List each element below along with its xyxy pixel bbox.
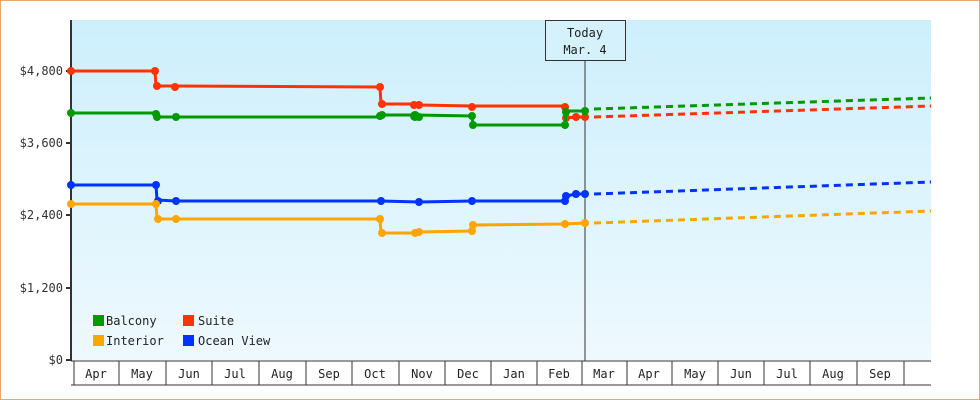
legend-swatch-icon	[183, 315, 194, 326]
x-tick-label: Jul	[224, 367, 246, 381]
legend-item-balcony: Balcony	[93, 314, 157, 328]
x-tick-label: Mar	[593, 367, 615, 381]
legend-item-ocean-view: Ocean View	[183, 334, 271, 348]
legend-label: Ocean View	[198, 334, 271, 348]
x-tick-label: Dec	[457, 367, 479, 381]
series-balcony	[67, 96, 932, 129]
x-tick-label: Aug	[822, 367, 844, 381]
x-tick-label: May	[684, 367, 706, 381]
legend-item-interior: Interior	[93, 334, 164, 348]
x-tick-label: Jul	[776, 367, 798, 381]
legend-swatch-icon	[93, 335, 104, 346]
plot-area	[71, 20, 931, 360]
today-marker: Today Mar. 4	[545, 20, 626, 361]
series-ocean-view	[67, 180, 932, 206]
legend-swatch-icon	[93, 315, 104, 326]
x-tick-label: Feb	[548, 367, 570, 381]
legend-label: Balcony	[106, 314, 157, 328]
legend: Balcony Suite Interior Ocean View	[93, 314, 271, 348]
y-tick-label: $4,800	[20, 64, 63, 78]
today-label: Today	[567, 26, 603, 40]
x-tick-label: Aug	[271, 367, 293, 381]
y-tick-label: $1,200	[20, 281, 63, 295]
x-axis: Apr May Jun Jul Aug Sep Oct Nov Dec Jan …	[71, 360, 931, 386]
x-tick-label: Jun	[178, 367, 200, 381]
x-tick-label: Sep	[318, 367, 340, 381]
today-date: Mar. 4	[563, 43, 606, 57]
series-interior	[67, 200, 932, 237]
x-tick-label: Sep	[869, 367, 891, 381]
legend-label: Interior	[106, 334, 164, 348]
legend-label: Suite	[198, 314, 234, 328]
x-tick-label: Apr	[638, 367, 660, 381]
legend-item-suite: Suite	[183, 314, 234, 328]
x-tick-label: Oct	[364, 367, 386, 381]
x-tick-label: Jan	[503, 367, 525, 381]
x-tick-label: Nov	[411, 367, 433, 381]
y-tick-label: $0	[49, 353, 63, 367]
x-tick-label: May	[131, 367, 153, 381]
y-ticks: $0 $1,200 $2,400 $3,600 $4,800	[20, 64, 71, 367]
x-tick-label: Apr	[85, 367, 107, 381]
x-tick-label: Jun	[730, 367, 752, 381]
y-tick-label: $2,400	[20, 208, 63, 222]
legend-swatch-icon	[183, 335, 194, 346]
y-tick-label: $3,600	[20, 136, 63, 150]
